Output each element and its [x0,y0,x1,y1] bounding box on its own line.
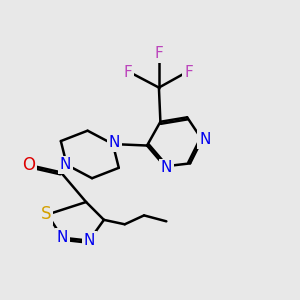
Text: N: N [109,135,120,150]
Text: F: F [184,65,193,80]
Text: N: N [57,230,68,245]
Text: F: F [123,65,132,80]
Text: O: O [22,156,34,174]
Text: N: N [199,132,211,147]
Text: F: F [154,46,163,61]
Text: S: S [41,206,51,224]
Text: N: N [60,158,71,172]
Text: N: N [161,160,172,175]
Text: N: N [83,233,95,248]
